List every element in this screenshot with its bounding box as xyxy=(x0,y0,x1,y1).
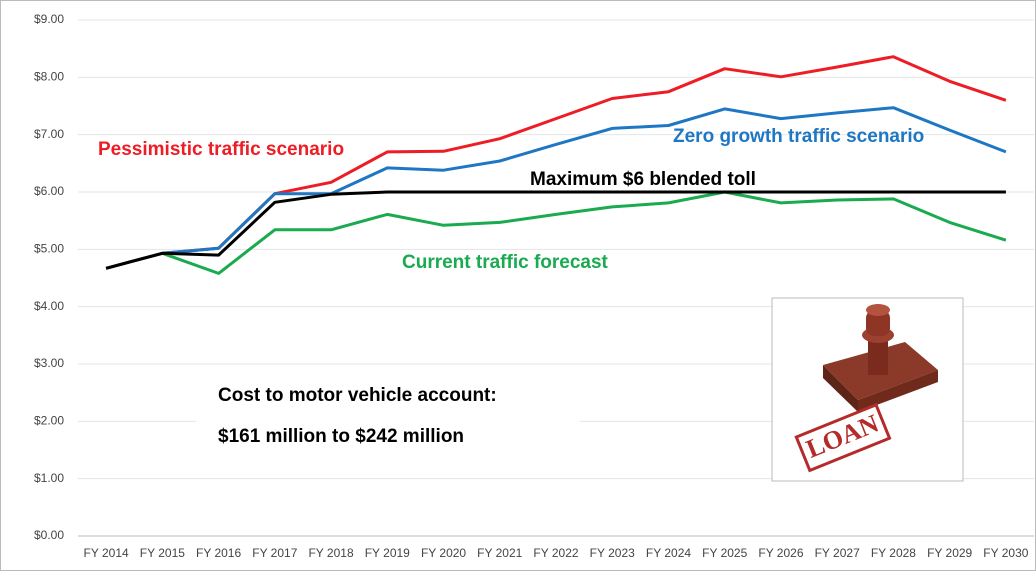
x-tick-label: FY 2015 xyxy=(140,546,185,560)
series-label: Current traffic forecast xyxy=(402,252,609,273)
x-tick-label: FY 2028 xyxy=(871,546,916,560)
x-tick-label: FY 2017 xyxy=(252,546,297,560)
series-line xyxy=(105,190,1006,270)
series-label: Pessimistic traffic scenario xyxy=(98,139,344,160)
series-line xyxy=(161,190,1007,275)
x-tick-label: FY 2021 xyxy=(477,546,522,560)
series-label: Zero growth traffic scenario xyxy=(673,126,924,147)
y-tick-label: $0.00 xyxy=(34,528,64,542)
x-tick-label: FY 2025 xyxy=(702,546,747,560)
x-tick-label: FY 2022 xyxy=(533,546,578,560)
x-tick-label: FY 2030 xyxy=(983,546,1028,560)
annotation: Cost to motor vehicle account: xyxy=(218,385,497,406)
series-label: Maximum $6 blended toll xyxy=(530,169,756,190)
x-tick-label: FY 2020 xyxy=(421,546,466,560)
y-tick-label: $2.00 xyxy=(34,414,64,428)
x-tick-label: FY 2023 xyxy=(590,546,635,560)
x-tick-label: FY 2024 xyxy=(646,546,691,560)
y-tick-label: $5.00 xyxy=(34,242,64,256)
y-tick-label: $3.00 xyxy=(34,356,64,370)
lines xyxy=(105,55,1007,275)
y-tick-label: $8.00 xyxy=(34,70,64,84)
series-line xyxy=(105,106,1007,270)
y-tick-label: $4.00 xyxy=(34,299,64,313)
y-tick-label: $6.00 xyxy=(34,184,64,198)
x-tick-label: FY 2014 xyxy=(84,546,129,560)
x-tick-label: FY 2016 xyxy=(196,546,241,560)
y-tick-label: $1.00 xyxy=(34,471,64,485)
annotation: $161 million to $242 million xyxy=(218,426,464,447)
x-tick-label: FY 2027 xyxy=(815,546,860,560)
note-box xyxy=(196,378,580,456)
x-tick-label: FY 2029 xyxy=(927,546,972,560)
x-tick-label: FY 2018 xyxy=(308,546,353,560)
x-tick-label: FY 2019 xyxy=(365,546,410,560)
x-tick-label: FY 2026 xyxy=(758,546,803,560)
y-tick-label: $7.00 xyxy=(34,127,64,141)
y-tick-label: $9.00 xyxy=(34,12,64,26)
stamp-image: LOAN xyxy=(771,297,964,482)
grid: $0.00 $1.00 $2.00 $3.00 $4.00 $5.00 $6.00 $7.00… xyxy=(34,12,1034,560)
